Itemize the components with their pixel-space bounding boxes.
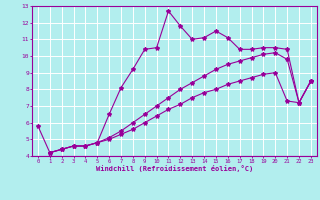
X-axis label: Windchill (Refroidissement éolien,°C): Windchill (Refroidissement éolien,°C) (96, 165, 253, 172)
